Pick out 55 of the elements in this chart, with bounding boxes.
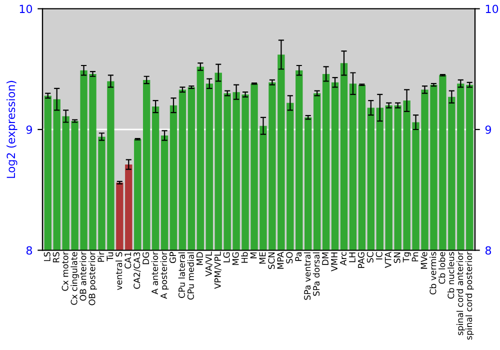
x-tick-label: SPa dorsal (312, 252, 320, 296)
x-tick-label: SPa ventral (304, 252, 311, 300)
x-tick-label: M (250, 252, 257, 258)
x-tick-label: MPA (277, 252, 284, 269)
y-axis-title: Log2 (expression) (6, 80, 18, 178)
x-tick-label: OB anterior (80, 252, 86, 301)
x-tick-label: GP (169, 252, 176, 264)
x-tick-label: Cb lobe (438, 252, 446, 284)
x-tick-label: RS (52, 252, 60, 262)
x-tick-label: A posterior (160, 252, 169, 299)
x-tick-label: CA2/CA3 (134, 252, 141, 289)
x-tick-label: Cx motor (62, 252, 68, 291)
x-tick-label: Tu (106, 252, 114, 262)
x-tick-label: Cb vermis (430, 252, 436, 294)
x-tick-label: Cx cingulate (70, 252, 79, 305)
x-tick-label: LS (44, 252, 50, 262)
x-tick-label: CPu medial (187, 252, 194, 300)
x-tick-label: MVe (420, 252, 428, 269)
y-tick-label: 8 (26, 246, 32, 255)
x-tick-label: Pa (295, 252, 302, 261)
x-tick-label: SN (394, 252, 400, 263)
x-tick-label: MG (232, 252, 239, 265)
x-tick-label: LG (223, 252, 230, 262)
y-tick-label: 9 (26, 125, 32, 134)
x-tick-label: VA/VL (205, 252, 213, 276)
x-tick-label: VTA (384, 252, 392, 268)
x-tick-label: IC (376, 252, 382, 260)
x-tick-label: SC (366, 252, 374, 263)
x-tick-label: Tg (402, 252, 411, 262)
x-tick-label: Pn (412, 252, 418, 262)
x-tick-label: OB posterior (88, 252, 97, 306)
x-tick-label: SCN (268, 252, 275, 269)
x-tick-label: spinal cord anterior (456, 252, 465, 336)
x-tick-label: VMH (331, 252, 338, 272)
x-tick-label: DG (142, 252, 150, 264)
x-tick-label: A anterior (151, 252, 158, 294)
x-tick-label: Pir (98, 252, 104, 262)
y2-tick-label: 9 (485, 125, 492, 134)
x-tick-label: Arc (340, 252, 346, 266)
x-tick-label: ventral S (116, 252, 122, 290)
y2-tick-label: 8 (485, 246, 492, 255)
y-tick-label: 10 (20, 4, 32, 14)
x-tick-label: CPu lateral (178, 252, 185, 298)
x-tick-label: LH (349, 252, 356, 262)
x-tick-label: CA1 (124, 252, 132, 269)
x-tick-label: MD (196, 252, 203, 265)
x-tick-label: ME (259, 252, 266, 264)
x-tick-label: SO (286, 252, 293, 264)
x-tick-label: Hb (241, 252, 248, 263)
x-tick-label: VPM/VPL (214, 252, 222, 289)
x-tick-label: Cb nucleus (448, 252, 454, 299)
x-tick-label: PAG (358, 252, 364, 268)
x-tick-label: DM (322, 252, 328, 265)
x-tick-label: spinal cord posterior (465, 252, 474, 340)
y2-tick-label: 10 (486, 4, 498, 14)
